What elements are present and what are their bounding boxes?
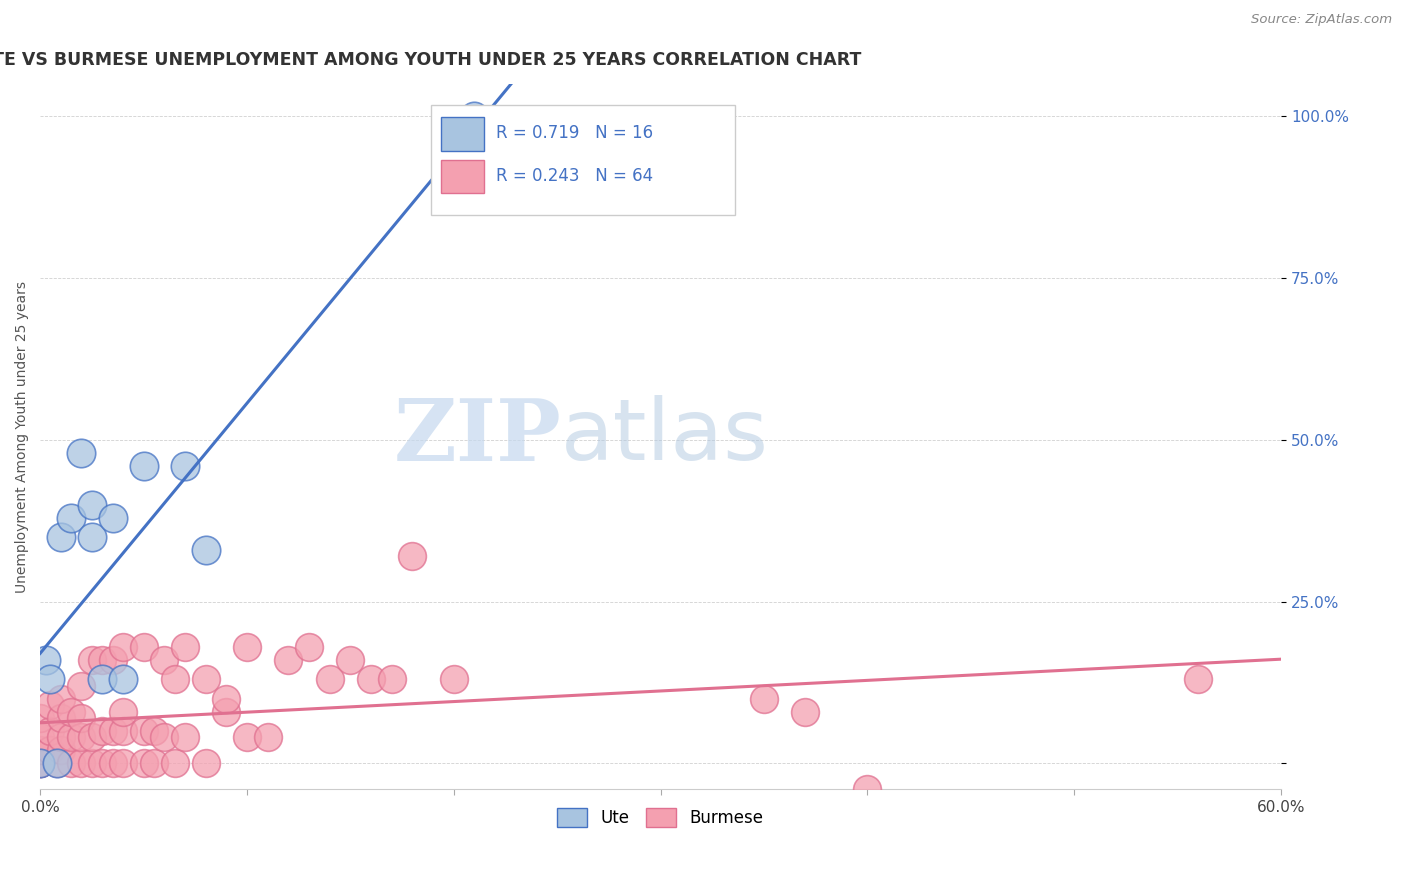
Point bbox=[360, 672, 382, 686]
Point bbox=[45, 756, 67, 771]
Point bbox=[49, 731, 72, 745]
Point bbox=[111, 724, 134, 739]
Point bbox=[80, 653, 103, 667]
Point bbox=[30, 756, 52, 771]
Point bbox=[101, 724, 124, 739]
Point bbox=[39, 724, 62, 739]
Point bbox=[236, 640, 259, 654]
Point bbox=[174, 731, 197, 745]
Point bbox=[194, 756, 217, 771]
Point bbox=[91, 672, 114, 686]
Point bbox=[794, 705, 817, 719]
Point bbox=[39, 743, 62, 757]
Point bbox=[174, 458, 197, 473]
Point bbox=[132, 724, 155, 739]
Point bbox=[70, 679, 93, 693]
Point bbox=[60, 510, 83, 524]
Point bbox=[132, 756, 155, 771]
Point bbox=[49, 743, 72, 757]
Point bbox=[401, 549, 423, 564]
Point bbox=[194, 672, 217, 686]
FancyBboxPatch shape bbox=[432, 105, 735, 215]
Bar bbox=[441, 117, 485, 151]
Point bbox=[111, 640, 134, 654]
Point bbox=[856, 782, 879, 797]
Point bbox=[101, 510, 124, 524]
Point bbox=[101, 653, 124, 667]
Point bbox=[49, 691, 72, 706]
Y-axis label: Unemployment Among Youth under 25 years: Unemployment Among Youth under 25 years bbox=[15, 281, 30, 592]
Point bbox=[70, 731, 93, 745]
Point bbox=[60, 756, 83, 771]
Point bbox=[30, 756, 52, 771]
Point bbox=[236, 731, 259, 745]
Point bbox=[142, 756, 165, 771]
Text: ZIP: ZIP bbox=[394, 394, 561, 479]
Point bbox=[91, 756, 114, 771]
Point bbox=[49, 530, 72, 544]
Point bbox=[163, 672, 186, 686]
Point bbox=[215, 691, 238, 706]
Point bbox=[80, 731, 103, 745]
Point bbox=[277, 653, 299, 667]
Point bbox=[1187, 672, 1209, 686]
Point bbox=[80, 756, 103, 771]
Point bbox=[101, 756, 124, 771]
Text: UTE VS BURMESE UNEMPLOYMENT AMONG YOUTH UNDER 25 YEARS CORRELATION CHART: UTE VS BURMESE UNEMPLOYMENT AMONG YOUTH … bbox=[0, 51, 862, 69]
Point bbox=[318, 672, 340, 686]
Point bbox=[30, 711, 52, 725]
Point bbox=[80, 530, 103, 544]
Point bbox=[111, 756, 134, 771]
Point bbox=[256, 731, 278, 745]
Point bbox=[111, 672, 134, 686]
Point bbox=[60, 705, 83, 719]
Point bbox=[30, 756, 52, 771]
Point bbox=[194, 542, 217, 557]
Text: R = 0.719   N = 16: R = 0.719 N = 16 bbox=[495, 125, 652, 143]
Point bbox=[174, 640, 197, 654]
Point bbox=[298, 640, 321, 654]
Point bbox=[30, 743, 52, 757]
Point bbox=[443, 672, 465, 686]
Point bbox=[215, 705, 238, 719]
Point bbox=[91, 724, 114, 739]
Point bbox=[70, 446, 93, 460]
Text: atlas: atlas bbox=[561, 395, 769, 478]
Point bbox=[163, 756, 186, 771]
Point bbox=[70, 756, 93, 771]
Text: R = 0.243   N = 64: R = 0.243 N = 64 bbox=[495, 167, 652, 185]
Legend: Ute, Burmese: Ute, Burmese bbox=[551, 801, 770, 834]
Point bbox=[153, 653, 176, 667]
Point bbox=[60, 731, 83, 745]
Point bbox=[30, 756, 52, 771]
Point bbox=[49, 711, 72, 725]
Point bbox=[463, 110, 485, 124]
Point bbox=[132, 640, 155, 654]
Point bbox=[45, 756, 67, 771]
Point bbox=[39, 672, 62, 686]
Point bbox=[80, 498, 103, 512]
Point bbox=[752, 691, 775, 706]
Point bbox=[35, 653, 58, 667]
Bar bbox=[441, 160, 485, 194]
Point bbox=[111, 705, 134, 719]
Text: Source: ZipAtlas.com: Source: ZipAtlas.com bbox=[1251, 13, 1392, 27]
Point bbox=[70, 711, 93, 725]
Point bbox=[381, 672, 404, 686]
Point bbox=[30, 731, 52, 745]
Point bbox=[142, 724, 165, 739]
Point bbox=[339, 653, 361, 667]
Point bbox=[132, 458, 155, 473]
Point bbox=[91, 653, 114, 667]
Point bbox=[153, 731, 176, 745]
Point bbox=[39, 698, 62, 713]
